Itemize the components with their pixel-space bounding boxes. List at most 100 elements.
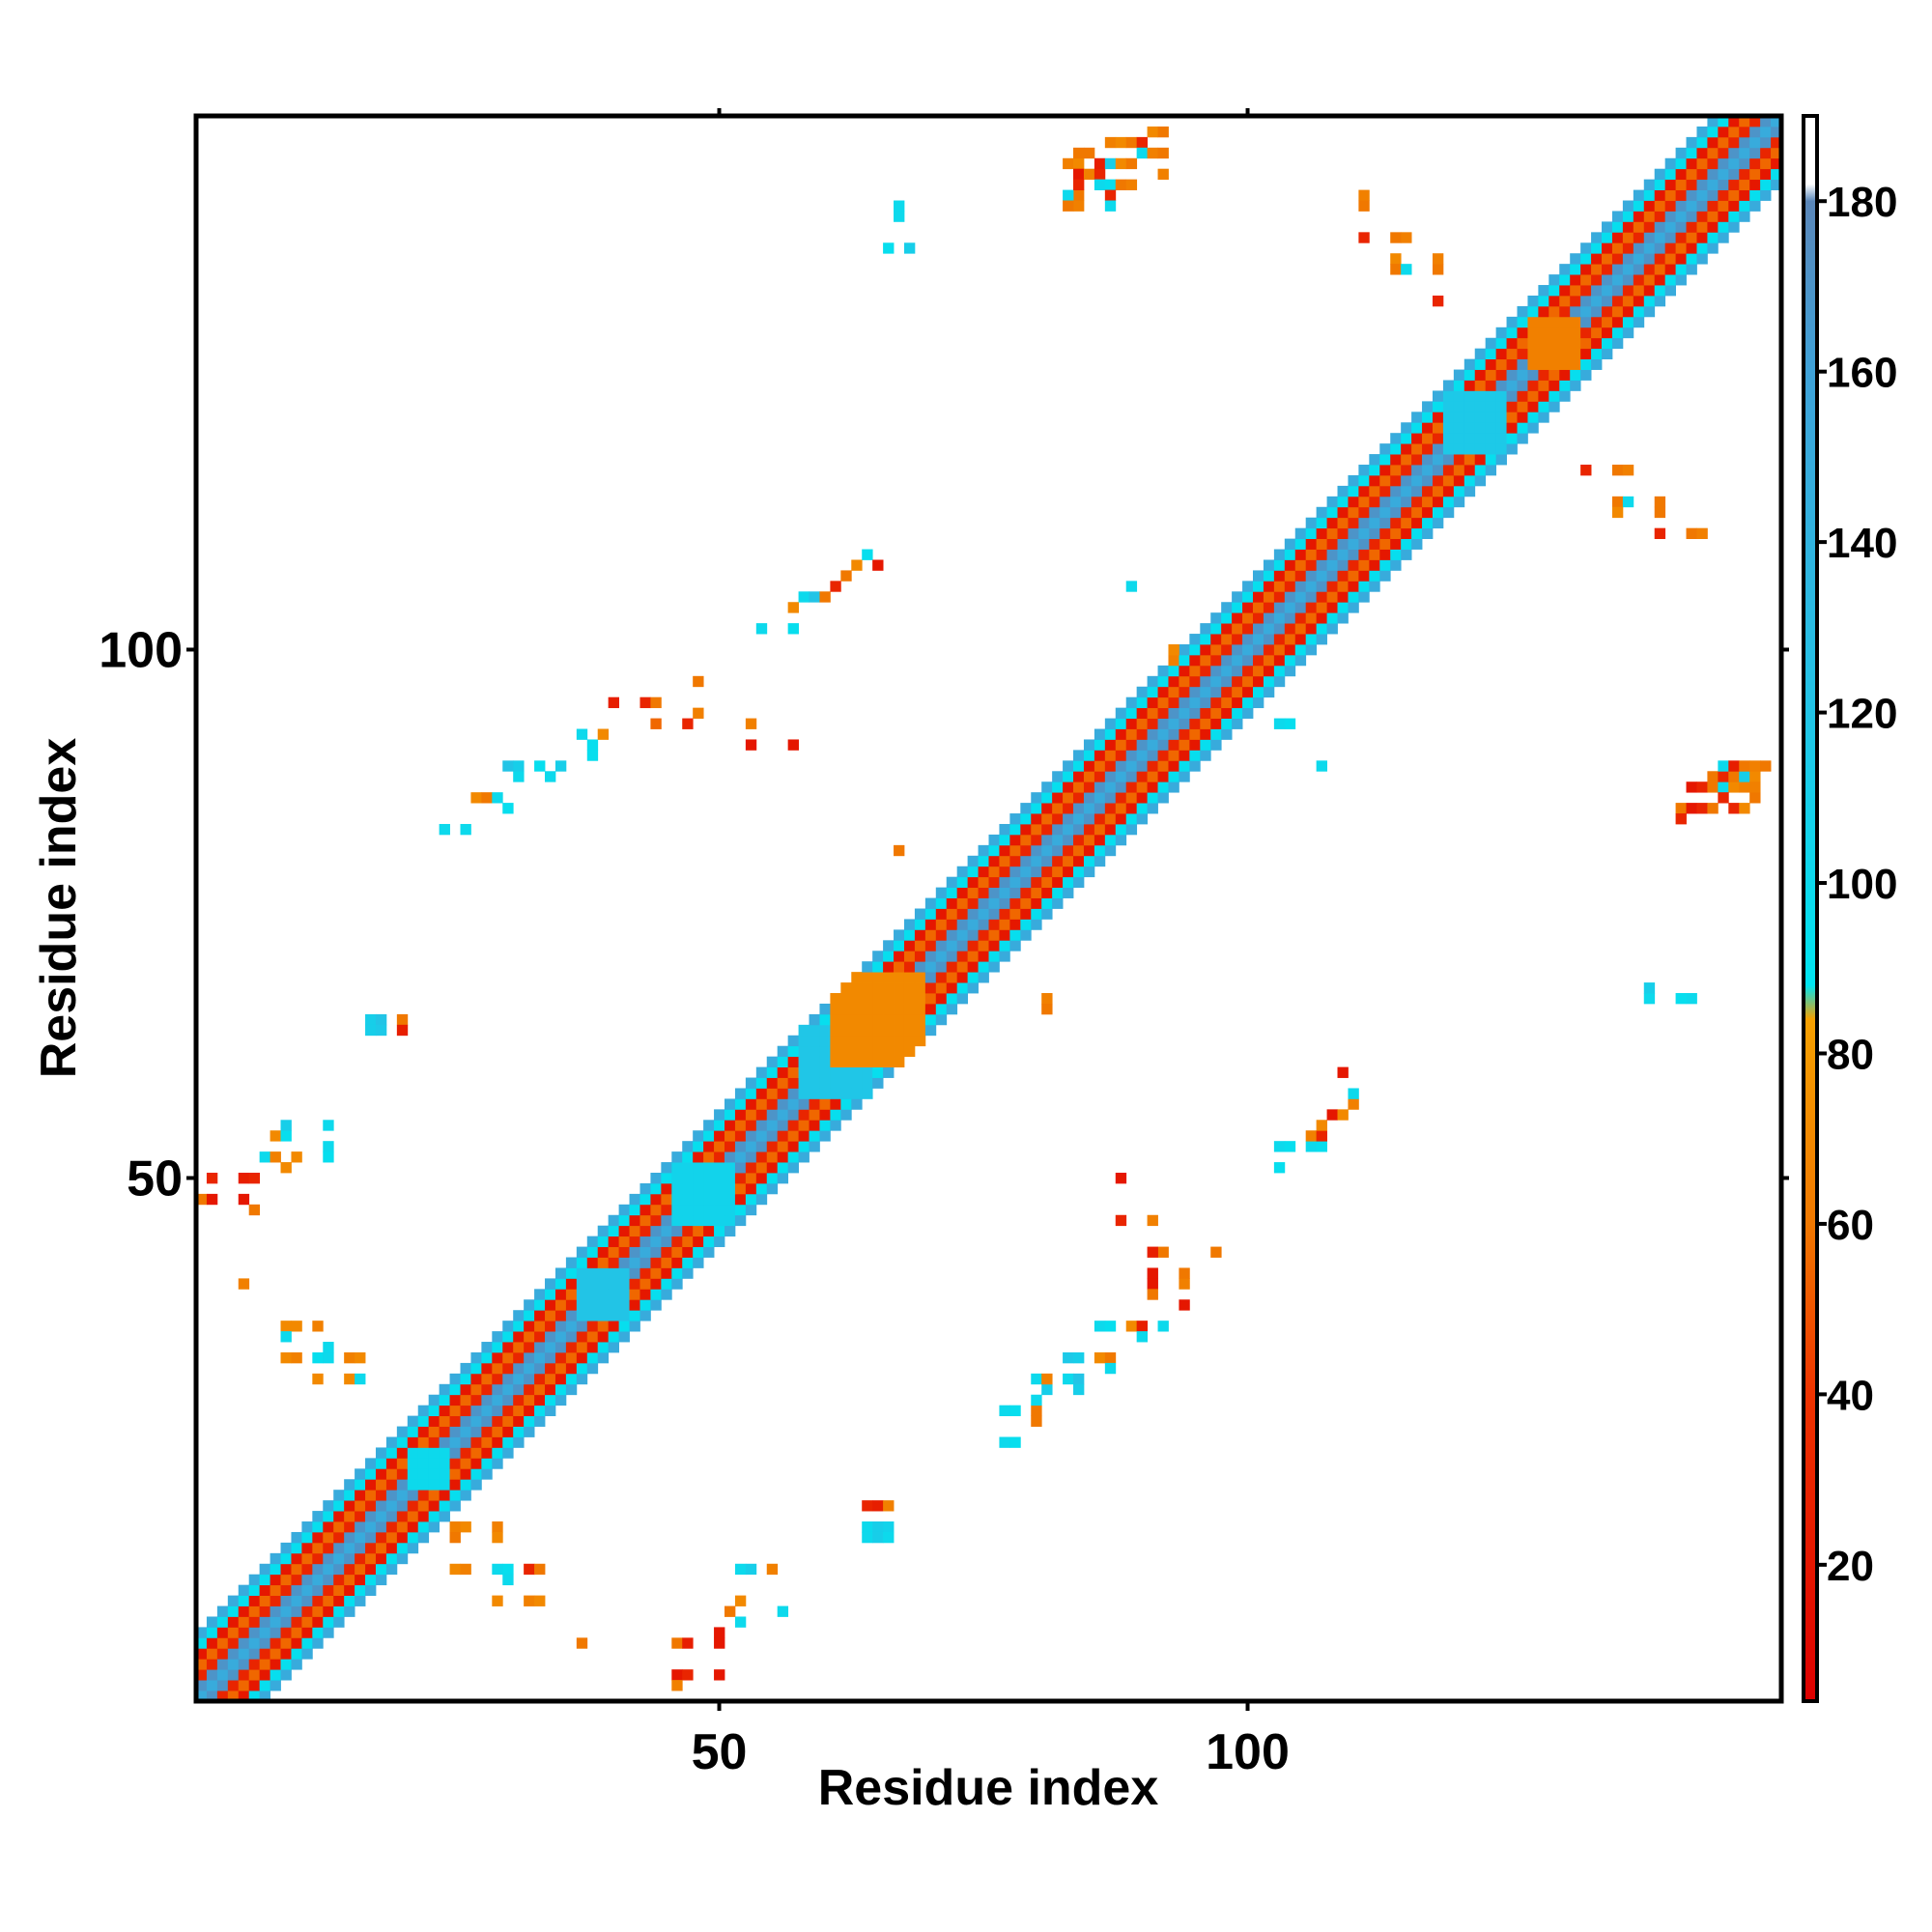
heatmap-cell — [851, 1066, 863, 1078]
heatmap-cell — [344, 1373, 355, 1385]
heatmap-cell — [851, 972, 863, 983]
heatmap-cell — [333, 1542, 345, 1554]
heatmap-cell — [513, 1373, 525, 1385]
heatmap-cell — [1147, 771, 1158, 782]
heatmap-cell — [1094, 760, 1106, 772]
heatmap-cell — [714, 1182, 725, 1195]
heatmap-cell — [999, 823, 1010, 836]
heatmap-cell — [1696, 253, 1708, 265]
heatmap-cell — [914, 1024, 926, 1037]
heatmap-cell — [481, 792, 493, 804]
heatmap-cell — [291, 1574, 302, 1586]
heatmap-cell — [1284, 1141, 1296, 1152]
heatmap-cell — [1104, 179, 1117, 190]
heatmap-cell — [1643, 232, 1656, 243]
heatmap-cell — [375, 1479, 387, 1491]
heatmap-cell — [724, 1204, 736, 1216]
heatmap-cell — [565, 1342, 578, 1353]
heatmap-cell — [1442, 433, 1455, 444]
heatmap-cell — [481, 1458, 493, 1469]
heatmap-cell — [312, 1531, 324, 1544]
heatmap-cell — [1284, 570, 1296, 582]
heatmap-cell — [513, 1362, 525, 1375]
heatmap-cell — [988, 866, 1000, 878]
heatmap-cell — [1474, 401, 1487, 412]
heatmap-cell — [355, 1531, 366, 1544]
heatmap-cell — [1517, 337, 1528, 350]
heatmap-cell — [375, 1531, 387, 1544]
heatmap-cell — [1157, 168, 1169, 181]
heatmap-cell — [693, 1214, 704, 1227]
heatmap-cell — [650, 1267, 662, 1279]
heatmap-cell — [216, 1680, 229, 1691]
heatmap-cell — [724, 1193, 736, 1206]
heatmap-cell — [1559, 264, 1571, 275]
heatmap-cell — [956, 897, 969, 909]
heatmap-cell — [1210, 739, 1222, 751]
heatmap-cell — [1664, 274, 1676, 286]
heatmap-cell — [639, 1278, 651, 1290]
heatmap-cell — [862, 1088, 873, 1099]
heatmap-cell — [1718, 157, 1729, 170]
heatmap-cell — [1147, 1278, 1158, 1290]
heatmap-cell — [946, 908, 958, 920]
heatmap-cell — [629, 1267, 640, 1279]
heatmap-cell — [1696, 179, 1708, 190]
heatmap-cell — [554, 1394, 567, 1406]
heatmap-cell — [1242, 602, 1254, 613]
heatmap-cell — [787, 1130, 799, 1142]
y-axis-label: Residue index — [31, 738, 87, 1079]
heatmap-cell — [734, 1204, 747, 1216]
heatmap-cell — [1031, 844, 1042, 857]
heatmap-cell — [1580, 285, 1592, 297]
heatmap-cell — [323, 1542, 334, 1554]
heatmap-cell — [1041, 993, 1053, 1005]
colorbar-frame — [1802, 114, 1819, 1703]
heatmap-cell — [639, 696, 651, 709]
heatmap-cell — [872, 993, 884, 1005]
heatmap-cell — [650, 1182, 662, 1195]
heatmap-cell — [565, 1310, 578, 1321]
heatmap-cell — [301, 1595, 313, 1606]
heatmap-cell — [894, 929, 905, 941]
heatmap-cell — [1284, 644, 1296, 656]
heatmap-cell — [586, 1246, 599, 1258]
heatmap-cell — [714, 1109, 725, 1121]
heatmap-cell — [883, 1066, 895, 1078]
heatmap-cell — [323, 1552, 334, 1565]
heatmap-cell — [270, 1680, 281, 1691]
heatmap-cell — [1273, 654, 1286, 667]
heatmap-cell — [1147, 728, 1158, 740]
heatmap-cell — [1463, 454, 1476, 466]
heatmap-cell — [999, 951, 1010, 962]
heatmap-cell — [787, 1151, 799, 1163]
heatmap-cell — [682, 1637, 694, 1649]
heatmap-cell — [1125, 792, 1138, 804]
heatmap-cell — [1041, 1383, 1053, 1396]
heatmap-cell — [545, 1331, 556, 1343]
heatmap-cell — [1411, 412, 1423, 423]
heatmap-cell — [1041, 866, 1053, 878]
heatmap-cell — [1696, 803, 1708, 814]
heatmap-cell — [956, 929, 969, 941]
heatmap-cell — [470, 1458, 482, 1469]
heatmap-cell — [428, 1511, 440, 1522]
heatmap-cell — [428, 1521, 440, 1533]
heatmap-cell — [661, 1267, 672, 1279]
heatmap-cell — [270, 1552, 281, 1565]
heatmap-cell — [703, 1173, 715, 1184]
heatmap-cell — [1073, 834, 1085, 846]
heatmap-cell — [862, 1003, 873, 1015]
heatmap-cell — [1253, 581, 1264, 592]
heatmap-cell — [227, 1595, 240, 1606]
heatmap-cell — [1189, 728, 1201, 740]
heatmap-cell — [661, 1236, 672, 1247]
heatmap-cell — [1517, 390, 1528, 402]
heatmap-cell — [428, 1500, 440, 1512]
heatmap-cell — [1633, 189, 1645, 201]
heatmap-cell — [1379, 496, 1391, 508]
heatmap-cell — [470, 1362, 482, 1375]
heatmap-cell — [1643, 211, 1656, 222]
heatmap-cell — [248, 1669, 261, 1681]
heatmap-cell — [492, 1436, 503, 1448]
